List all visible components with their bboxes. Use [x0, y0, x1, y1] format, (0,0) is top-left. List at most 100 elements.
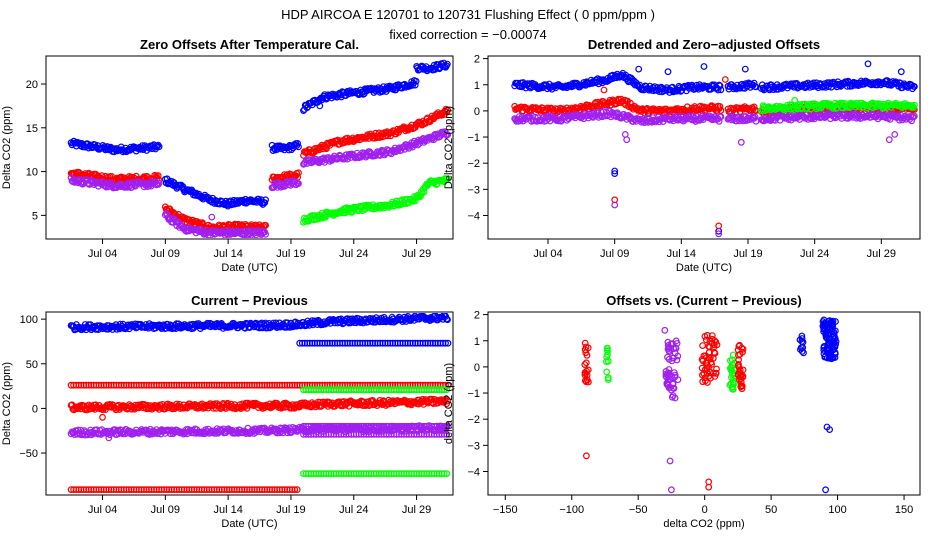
- data-point-red: [699, 342, 706, 350]
- data-point-green: [413, 470, 421, 478]
- data-point-red: [218, 486, 226, 494]
- data-point-purple: [664, 372, 672, 379]
- data-point-purple: [370, 430, 378, 438]
- data-point-red: [386, 381, 394, 389]
- x-tick-label: Jul 04: [88, 504, 117, 516]
- data-point-red: [583, 376, 591, 384]
- data-point-green: [433, 470, 441, 478]
- data-point-blue: [716, 82, 724, 90]
- data-point-green: [604, 351, 611, 359]
- data-point-red: [220, 381, 228, 389]
- x-tick-label: Jul 19: [276, 504, 305, 516]
- data-point-red: [419, 381, 427, 389]
- data-point-green: [440, 470, 448, 478]
- data-point-green: [370, 386, 378, 394]
- data-point-purple: [398, 422, 405, 430]
- data-point-red: [198, 486, 206, 494]
- data-point-blue: [331, 339, 339, 347]
- data-point-blue: [319, 339, 326, 347]
- data-point-blue: [429, 339, 437, 347]
- data-point-red: [178, 381, 186, 389]
- data-point-purple: [362, 430, 370, 438]
- data-point-red: [248, 486, 256, 494]
- data-point-green: [395, 470, 403, 478]
- data-point-purple: [400, 422, 408, 430]
- data-point-blue: [800, 349, 807, 357]
- x-tick-label: −150: [493, 504, 518, 516]
- data-point-green: [728, 374, 735, 381]
- data-point-purple: [403, 430, 410, 438]
- data-point-red: [125, 486, 133, 494]
- x-tick-label: 150: [895, 504, 913, 516]
- data-point-red: [283, 381, 291, 389]
- data-point-purple: [362, 422, 370, 430]
- y-tick-label: 10: [26, 167, 38, 179]
- data-point-red: [180, 381, 188, 389]
- x-tick-label: 0: [702, 504, 708, 516]
- data-point-red: [712, 370, 720, 377]
- data-point-purple: [357, 430, 365, 438]
- data-point-red: [369, 381, 377, 389]
- data-point-green: [327, 386, 335, 394]
- data-point-red: [366, 381, 374, 389]
- x-tick-label: Jul 19: [733, 248, 762, 260]
- data-point-green: [307, 386, 315, 394]
- data-point-red: [711, 103, 719, 111]
- data-point-green: [330, 470, 338, 478]
- data-point-blue: [419, 339, 427, 347]
- data-point-blue: [311, 339, 319, 347]
- x-tick-label: Jul 09: [151, 504, 180, 516]
- data-point-red: [125, 381, 133, 389]
- data-point-green: [383, 470, 390, 478]
- data-point-green: [373, 386, 380, 394]
- data-point-blue: [427, 339, 434, 347]
- data-point-red: [291, 381, 299, 389]
- x-tick-label: Jul 24: [800, 248, 829, 260]
- data-point-blue: [406, 339, 414, 347]
- data-point-red: [371, 381, 379, 389]
- data-point-red: [163, 381, 171, 389]
- data-point-red: [298, 381, 306, 389]
- data-point-red: [349, 381, 356, 389]
- x-tick-label: Jul 09: [151, 248, 180, 260]
- data-point-red: [208, 381, 216, 389]
- data-point-blue: [371, 339, 379, 347]
- data-point-purple: [320, 422, 328, 430]
- data-point-red: [223, 486, 231, 494]
- data-point-red: [359, 381, 367, 389]
- data-point-green: [383, 386, 390, 394]
- data-point-red: [303, 381, 311, 389]
- data-point-red: [306, 381, 314, 389]
- data-point-green: [300, 470, 307, 478]
- data-point-green: [330, 386, 338, 394]
- data-point-purple: [623, 136, 631, 144]
- plot-frame: [487, 55, 921, 240]
- data-point-green: [727, 380, 735, 388]
- data-point-red: [584, 344, 592, 352]
- data-point-blue: [379, 339, 387, 347]
- data-point-purple: [383, 430, 390, 438]
- data-point-green: [604, 374, 612, 382]
- data-point-blue: [316, 102, 324, 110]
- data-point-purple: [440, 430, 448, 438]
- data-point-green: [400, 386, 408, 394]
- data-point-green: [398, 470, 405, 478]
- data-point-green: [418, 470, 426, 478]
- data-point-blue: [306, 339, 314, 347]
- y-tick-label: −3: [467, 440, 480, 452]
- data-point-red: [218, 381, 226, 389]
- data-point-purple: [312, 422, 320, 430]
- data-point-red: [261, 486, 269, 494]
- data-point-red: [406, 381, 414, 389]
- data-point-red: [698, 356, 706, 363]
- data-point-purple: [395, 430, 403, 438]
- y-tick-label: 1: [474, 336, 480, 348]
- data-point-red: [581, 361, 589, 369]
- data-point-green: [420, 386, 428, 394]
- data-point-red: [699, 371, 706, 379]
- figure-subtitle: fixed correction = −0.00074: [389, 27, 547, 42]
- data-point-purple: [222, 227, 230, 234]
- y-tick-label: 0: [474, 106, 480, 118]
- data-point-red: [219, 400, 227, 407]
- data-point-blue: [404, 339, 412, 347]
